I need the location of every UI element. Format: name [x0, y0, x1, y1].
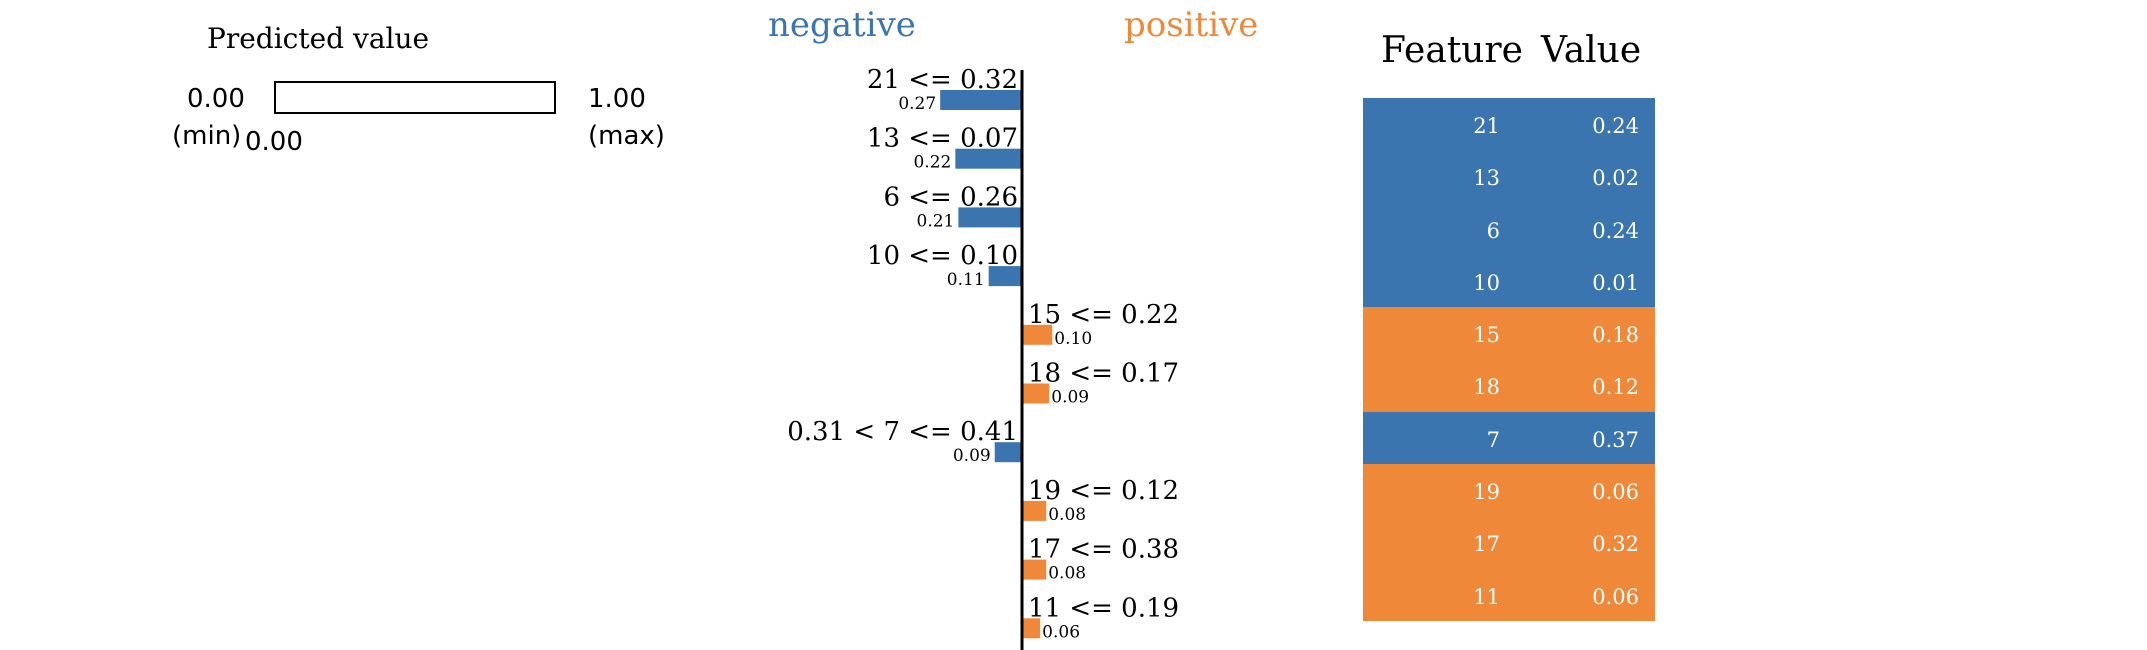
table-cell-feature: 15 [1473, 323, 1500, 348]
table-cell-value: 0.01 [1592, 270, 1639, 295]
bar-4 [1022, 324, 1053, 345]
bar-value-label-0: 0.27 [898, 94, 936, 114]
bar-2 [958, 207, 1022, 228]
table-cell-value: 0.12 [1592, 375, 1639, 400]
table-row: 19 0.06 [1363, 464, 1655, 517]
bar-1 [955, 148, 1022, 169]
table-row: 10 0.01 [1363, 254, 1655, 308]
table-cell-value: 0.02 [1592, 166, 1639, 191]
predicted-min-label: (min) [172, 121, 242, 151]
table-cell-value: 0.37 [1592, 427, 1639, 452]
bar-label-1: 13 <= 0.07 [867, 124, 1018, 154]
bar-0 [940, 90, 1022, 110]
predicted-max-value: 1.00 [588, 84, 646, 114]
table-row: 15 0.18 [1363, 307, 1655, 360]
bar-label-5: 18 <= 0.17 [1028, 359, 1179, 389]
predicted-min-value: 0.00 [187, 84, 245, 114]
bar-value-label-1: 0.22 [913, 153, 951, 173]
table-cell-value: 0.24 [1592, 114, 1639, 138]
bar-value-label-4: 0.10 [1054, 329, 1092, 349]
bar-value-label-3: 0.11 [947, 270, 985, 290]
table-body: 21 0.24 13 0.02 6 0.24 10 0.01 15 0.18 18 0.12 7 0.37… [1363, 98, 1655, 621]
table-cell-feature: 17 [1473, 532, 1500, 557]
table-header-feature: Feature [1381, 30, 1523, 71]
bar-value-label-5: 0.09 [1051, 388, 1089, 408]
table-cell-value: 0.24 [1592, 218, 1639, 243]
table-cell-feature: 21 [1473, 114, 1500, 138]
bar-6 [994, 442, 1022, 463]
bar-label-0: 21 <= 0.32 [867, 65, 1018, 95]
bar-label-8: 17 <= 0.38 [1028, 535, 1179, 565]
bar-8 [1022, 559, 1047, 580]
table-header-value: Value [1541, 30, 1642, 71]
bar-value-label-6: 0.09 [953, 446, 991, 466]
table-row: 17 0.32 [1363, 516, 1655, 569]
table-cell-value: 0.18 [1592, 323, 1639, 348]
bar-9 [1022, 618, 1041, 639]
bar-label-6: 0.31 < 7 <= 0.41 [787, 417, 1018, 447]
bar-value-label-2: 0.21 [917, 211, 955, 231]
bar-label-3: 10 <= 0.10 [867, 241, 1018, 271]
table-cell-value: 0.06 [1592, 584, 1639, 609]
table-row: 11 0.06 [1363, 568, 1655, 621]
table-cell-feature: 11 [1473, 584, 1500, 609]
table-row: 21 0.24 [1363, 98, 1655, 151]
table-cell-feature: 6 [1486, 218, 1500, 243]
predicted-value-bar [274, 81, 556, 114]
negative-legend-label: negative [768, 5, 916, 45]
predicted-value-title: Predicted value [207, 22, 430, 55]
bar-label-9: 11 <= 0.19 [1028, 593, 1179, 623]
table-cell-feature: 7 [1486, 427, 1500, 452]
bar-value-label-7: 0.08 [1048, 505, 1086, 525]
table-cell-feature: 19 [1473, 480, 1500, 505]
bar-7 [1022, 500, 1047, 521]
positive-legend-label: positive [1124, 5, 1259, 45]
predicted-value-label: 0.00 [245, 127, 303, 157]
bar-5 [1022, 383, 1050, 404]
bar-3 [988, 266, 1022, 287]
bar-label-2: 6 <= 0.26 [883, 182, 1018, 212]
table-row: 7 0.37 [1363, 411, 1655, 465]
bar-label-7: 19 <= 0.12 [1028, 476, 1179, 506]
bar-label-4: 15 <= 0.22 [1028, 300, 1179, 330]
table-row: 6 0.24 [1363, 202, 1655, 255]
table-cell-value: 0.32 [1592, 532, 1639, 557]
table-cell-value: 0.06 [1592, 480, 1639, 505]
table-row: 13 0.02 [1363, 150, 1655, 203]
table-row: 18 0.12 [1363, 359, 1655, 412]
table-cell-feature: 13 [1473, 166, 1500, 191]
predicted-max-label: (max) [588, 121, 665, 151]
bar-value-label-9: 0.06 [1042, 622, 1080, 642]
table-cell-feature: 10 [1473, 270, 1500, 295]
table-cell-feature: 18 [1473, 375, 1500, 400]
bar-value-label-8: 0.08 [1048, 564, 1086, 584]
